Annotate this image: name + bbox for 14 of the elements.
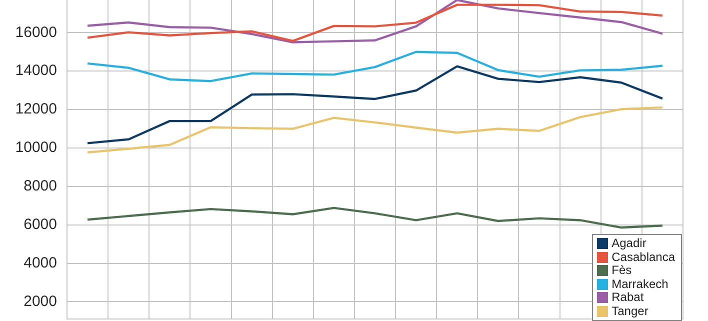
y-tick-label: 12000 — [15, 100, 57, 118]
y-tick-label: 6000 — [24, 216, 57, 233]
y-tick-label: 16000 — [15, 24, 57, 41]
legend-label: Rabat — [612, 290, 644, 304]
legend-label: Casablanca — [612, 250, 675, 264]
y-tick-label: 2000 — [24, 292, 57, 310]
y-tick-label: 4000 — [24, 254, 57, 272]
y-tick-label: 8000 — [24, 178, 57, 195]
legend-label: Marrakech — [612, 276, 668, 291]
legend-label: Fès — [612, 263, 632, 278]
legend-label: Agadir — [612, 236, 646, 250]
legend-label: Tanger — [612, 304, 648, 318]
y-tick-label: 10000 — [15, 139, 57, 156]
y-tick-label: 14000 — [15, 62, 57, 80]
